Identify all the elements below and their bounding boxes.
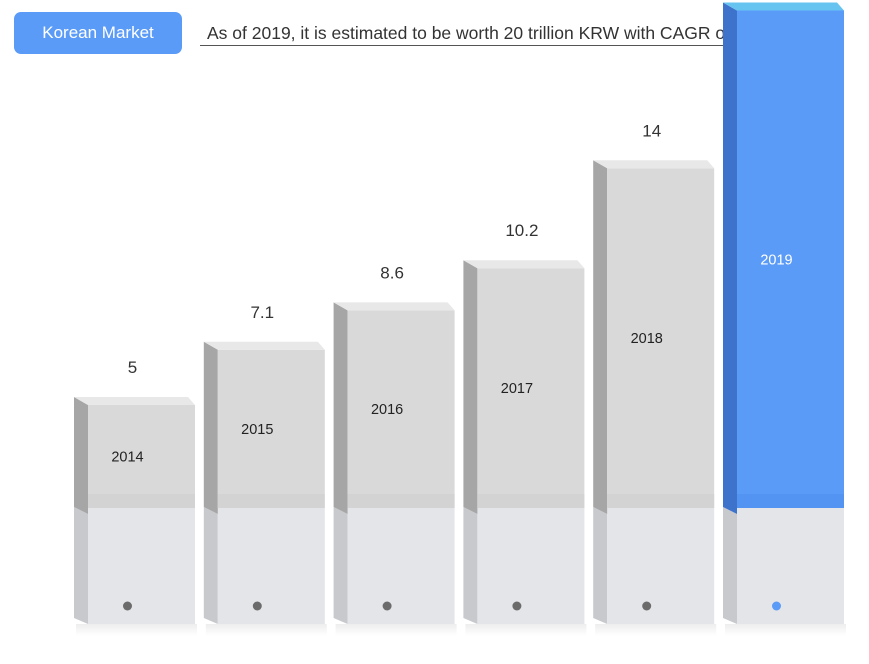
- bar-2018: [593, 160, 717, 636]
- value-label: 8.6: [380, 263, 404, 282]
- category-label: 2017: [501, 381, 533, 397]
- bar-side-face: [74, 397, 88, 514]
- bar-base-side: [74, 507, 88, 624]
- bar-top-face: [463, 260, 585, 269]
- bar-dot: [512, 601, 522, 611]
- category-label: 2014: [111, 450, 143, 466]
- bar-shadow: [205, 624, 327, 636]
- bar-front-face: [607, 168, 715, 509]
- bar-2015: [203, 341, 327, 636]
- bar-seam: [607, 494, 715, 508]
- bar-dot: [642, 601, 652, 611]
- bar-base-side: [723, 507, 737, 624]
- value-label: 5: [128, 358, 137, 377]
- category-label: 2018: [631, 331, 663, 347]
- bar-front-face: [477, 268, 585, 508]
- bar-dot: [382, 601, 392, 611]
- bar-2016: [333, 302, 457, 636]
- bar-top-face: [593, 160, 715, 169]
- bar-seam: [88, 494, 195, 508]
- bar-2014: [74, 397, 197, 636]
- bar-front-face: [737, 10, 844, 508]
- bar-base-front: [217, 508, 325, 624]
- bar-shadow: [76, 624, 197, 636]
- bar-2019: [723, 2, 846, 636]
- bar-shadow: [595, 624, 717, 636]
- bar-shadow: [725, 624, 846, 636]
- category-label: 2019: [760, 252, 792, 268]
- bar-base-side: [333, 507, 348, 624]
- bar-shadow: [335, 624, 457, 636]
- bar-top-face: [74, 397, 195, 405]
- bar-shadow: [465, 624, 587, 636]
- bar-front-face: [347, 310, 455, 508]
- bar-side-face: [593, 160, 608, 515]
- bar-dot: [772, 601, 781, 611]
- bar-front-face: [217, 349, 325, 508]
- bar-base-side: [203, 507, 218, 624]
- bar-base-side: [593, 507, 608, 624]
- category-label: 2016: [371, 402, 403, 418]
- bar-top-face: [333, 302, 455, 311]
- bar-dot: [252, 601, 262, 611]
- category-label: 2015: [241, 422, 273, 438]
- bar-base-front: [477, 508, 585, 624]
- value-label: 7.1: [250, 303, 274, 322]
- bar-dot: [123, 601, 132, 611]
- bar-seam: [737, 494, 844, 508]
- bar-2017: [463, 260, 587, 636]
- bar-base-front: [737, 508, 844, 624]
- chart-subtitle: As of 2019, it is estimated to be worth …: [200, 12, 814, 46]
- bar-top-face: [723, 2, 844, 11]
- bar-base-front: [347, 508, 455, 624]
- bar-seam: [347, 494, 455, 508]
- bar-base-front: [607, 508, 715, 624]
- bar-side-face: [333, 302, 348, 514]
- value-label: 10.2: [505, 221, 538, 240]
- value-label: 14: [642, 121, 661, 140]
- bar-seam: [217, 494, 325, 508]
- bar-front-face: [88, 405, 195, 508]
- bar-side-face: [463, 260, 478, 514]
- korean-market-badge: Korean Market: [14, 12, 182, 54]
- bar-side-face: [203, 341, 218, 514]
- bar-base-side: [463, 507, 478, 624]
- bar-top-face: [203, 341, 325, 350]
- bar-side-face: [723, 2, 737, 514]
- bar-seam: [477, 494, 585, 508]
- bar-base-front: [88, 508, 195, 624]
